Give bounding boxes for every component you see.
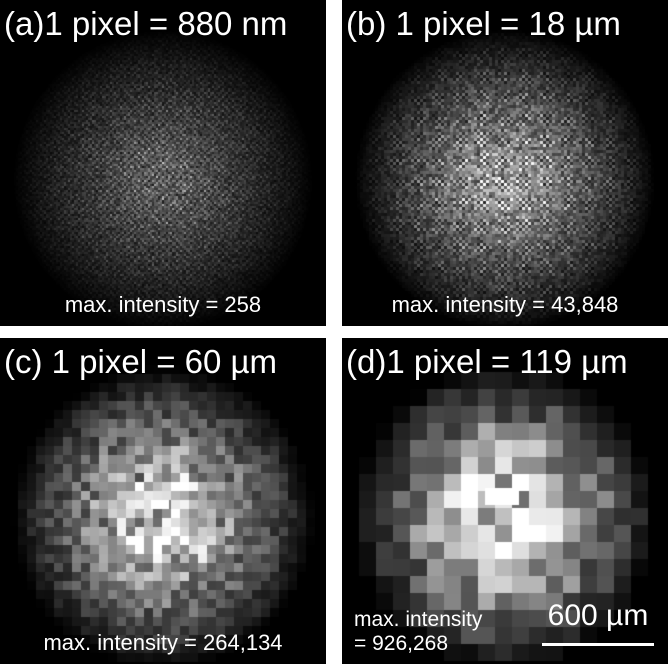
panel-a: (a)1 pixel = 880 nm max. intensity = 258 (0, 0, 326, 326)
panel-c-title: (c) 1 pixel = 60 µm (4, 343, 278, 380)
scale-bar-label: 600 µm (547, 599, 649, 632)
panel-c-max-intensity: max. intensity = 264,134 (43, 630, 283, 655)
panel-d-max-intensity: max. intensity = 926,268 (354, 608, 482, 656)
panel-a-title: (a)1 pixel = 880 nm (4, 5, 288, 42)
scale-bar: 600 µm (538, 598, 658, 654)
speckle-image-d (342, 338, 668, 664)
scale-bar-line (542, 643, 654, 646)
panel-d-title: (d)1 pixel = 119 µm (346, 343, 628, 380)
speckle-image-a (0, 0, 326, 326)
panel-a-max-intensity: max. intensity = 258 (64, 292, 262, 317)
panel-d-max-intensity-line2: = 926,268 (354, 632, 449, 655)
panel-b: (b) 1 pixel = 18 µm max. intensity = 43,… (342, 0, 668, 326)
panel-c: (c) 1 pixel = 60 µm max. intensity = 264… (0, 338, 326, 664)
panel-d-max-intensity-line1: max. intensity (354, 608, 483, 631)
speckle-image-c (0, 338, 326, 664)
panel-d: (d)1 pixel = 119 µm max. intensity = 926… (342, 338, 668, 664)
speckle-image-b (342, 0, 668, 326)
panel-b-title: (b) 1 pixel = 18 µm (346, 5, 621, 42)
panel-b-max-intensity: max. intensity = 43,848 (391, 292, 619, 317)
